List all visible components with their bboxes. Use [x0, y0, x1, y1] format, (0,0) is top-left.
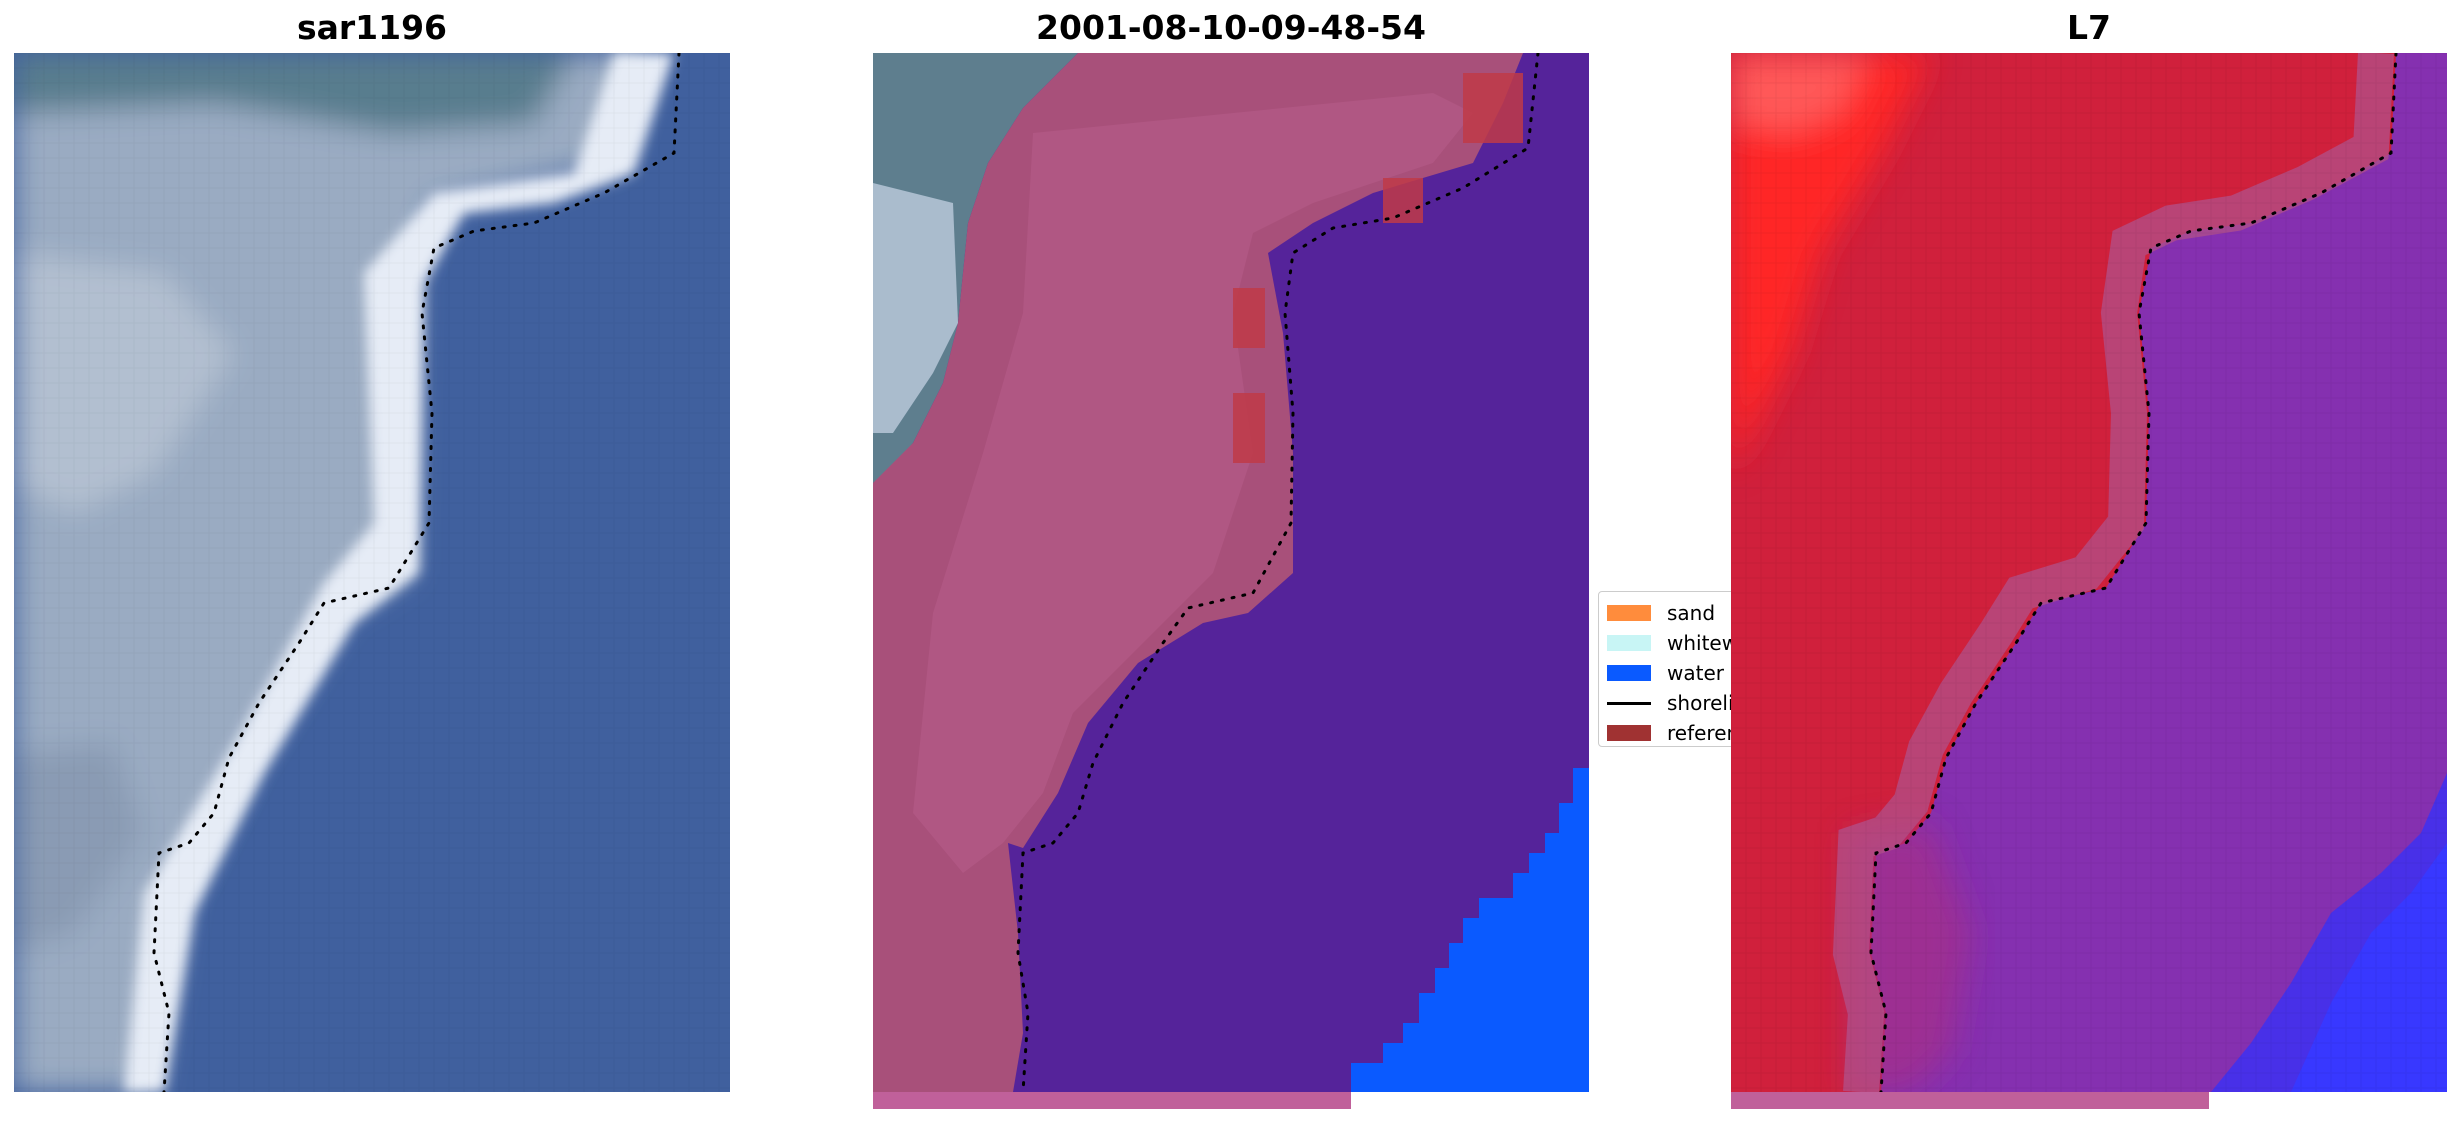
shoreline-trace — [1869, 53, 2398, 1092]
reference-swatch — [1607, 725, 1651, 741]
legend-item-water: water — [1607, 658, 1737, 688]
reference-patch — [1233, 288, 1265, 348]
l7-bottom-strip — [1731, 1092, 2209, 1109]
legend-item-reference: reference — [1607, 718, 1737, 746]
legend-item-sand: sand — [1607, 598, 1737, 628]
legend-label-sand: sand — [1667, 601, 1716, 625]
sand-swatch — [1607, 605, 1651, 621]
shoreline-trace — [152, 53, 681, 1092]
panel-title-classified: 2001-08-10-09-48-54 — [1036, 8, 1426, 47]
rgb-image-panel — [14, 53, 730, 1092]
whitewater-swatch — [1607, 635, 1651, 651]
reference-patch — [1233, 393, 1265, 463]
panel-title-rgb: sar1196 — [296, 8, 448, 47]
legend-label-reference: reference — [1667, 721, 1737, 745]
legend-label-water: water — [1667, 661, 1724, 685]
classified-image-panel — [873, 53, 1589, 1092]
legend-item-whitewater: whitewater — [1607, 628, 1737, 658]
legend-label-shoreline: shoreline — [1667, 691, 1737, 715]
l7-image-panel — [1731, 53, 2447, 1092]
legend-label-whitewater: whitewater — [1667, 631, 1738, 655]
reference-patch — [1383, 178, 1423, 223]
classified-bottom-strip — [873, 1092, 1351, 1109]
shoreline-trace — [1016, 53, 1540, 1092]
reference-patch — [1463, 73, 1523, 143]
panel-title-l7: L7 — [2067, 8, 2111, 47]
shoreline-line-icon — [1607, 701, 1651, 705]
legend-item-shoreline: shoreline — [1607, 688, 1737, 718]
legend: sand whitewater water shoreline referenc… — [1598, 591, 1738, 747]
water-swatch — [1607, 665, 1651, 681]
